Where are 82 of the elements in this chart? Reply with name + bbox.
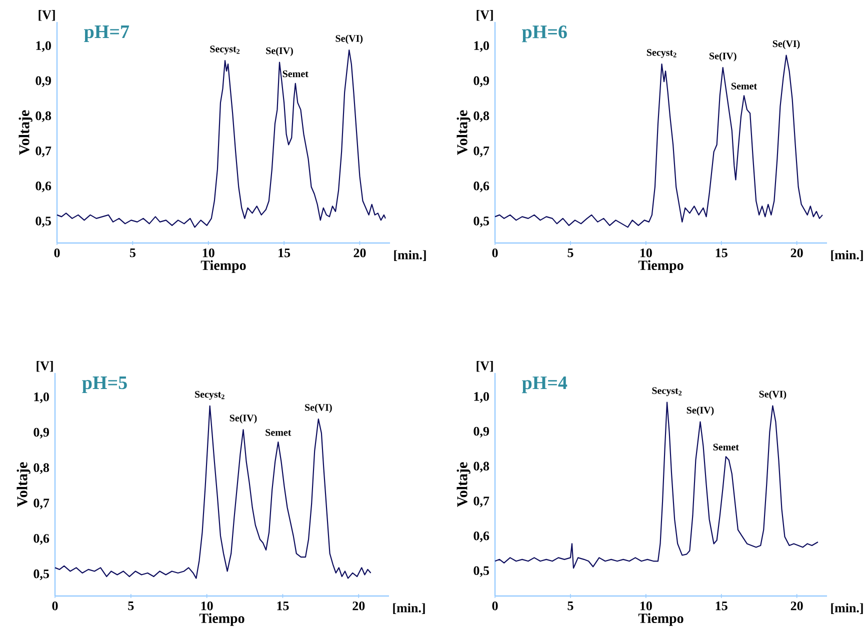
y-axis-title: Voltaje xyxy=(18,110,32,155)
x-tick-label: 0 xyxy=(492,602,498,610)
annotation: Se(VI) xyxy=(759,390,786,400)
x-tick-label: 15 xyxy=(716,602,728,610)
annotation: Se(IV) xyxy=(710,52,736,62)
x-tick-label: 0 xyxy=(52,602,58,610)
annotation: Semet xyxy=(266,429,292,436)
x-axis-title: Tiempo xyxy=(199,613,244,626)
x-axis-title: Tiempo xyxy=(638,260,684,273)
x-axis-title: Tiempo xyxy=(200,260,246,273)
y-tick-label: 0,8 xyxy=(34,463,50,474)
text: [min.] xyxy=(393,603,425,614)
y-tick-label: 0,6 xyxy=(36,182,52,192)
x-tick-label: 10 xyxy=(202,248,214,258)
annotation: Semet xyxy=(731,82,758,90)
y-tick-label: 0,6 xyxy=(34,534,50,545)
annotation: Se(VI) xyxy=(336,34,363,44)
x-tick-label: 15 xyxy=(278,248,290,258)
y-tick-label: 1,0 xyxy=(474,392,489,403)
text: [min.] xyxy=(394,250,426,261)
annotation: Secyst$_{2}$ xyxy=(195,390,224,400)
x-tick-label: 15 xyxy=(277,602,289,610)
x-tick-label: 20 xyxy=(790,602,803,610)
annotation: Se(IV) xyxy=(266,47,293,56)
annotation: Se(IV) xyxy=(230,414,257,424)
annotation: Secyst$_{2}$ xyxy=(652,387,682,396)
x-tick-label: 0 xyxy=(54,248,60,258)
y-tick-label: 0,8 xyxy=(474,111,490,122)
x-tick-label: 5 xyxy=(568,248,574,258)
annotation: Se(IV) xyxy=(686,406,714,416)
y-tick-label: 1,0 xyxy=(34,392,49,404)
y-tick-label: 0,9 xyxy=(474,76,490,87)
y-tick-label: 0,7 xyxy=(474,496,490,508)
chart-title: pH=5 xyxy=(82,376,127,394)
y-axis-title: Voltaje xyxy=(456,110,470,155)
text: [V] xyxy=(476,361,493,372)
text: [min.] xyxy=(831,250,863,261)
x-tick-label: 5 xyxy=(128,602,134,610)
x-tick-label: 20 xyxy=(354,248,366,258)
annotation: Secyst$_{2}$ xyxy=(646,49,676,58)
text: [V] xyxy=(38,10,55,21)
y-tick-label: 0,6 xyxy=(474,182,490,192)
y-tick-label: 0,8 xyxy=(474,462,490,472)
annotation: Semet xyxy=(713,444,739,450)
x-tick-label: 5 xyxy=(130,248,136,258)
x-axis-title: Tiempo xyxy=(638,613,684,626)
line-series xyxy=(494,402,818,569)
chart-title: pH=4 xyxy=(522,376,568,394)
x-tick-label: 10 xyxy=(201,602,213,610)
y-tick-label: 0,9 xyxy=(34,428,50,438)
annotation: Se(VI) xyxy=(772,40,800,50)
x-tick-label: 15 xyxy=(716,248,728,258)
y-tick-label: 0,5 xyxy=(34,569,49,580)
x-tick-label: 0 xyxy=(492,248,498,258)
chart-title: pH=7 xyxy=(84,26,130,42)
x-tick-label: 10 xyxy=(640,602,652,610)
annotation: Semet xyxy=(282,70,308,78)
line-series xyxy=(54,405,372,579)
y-tick-label: 0,5 xyxy=(36,216,51,228)
y-axis-title: Voltaje xyxy=(456,462,470,507)
chart-title: pH=6 xyxy=(522,26,567,42)
text: [V] xyxy=(476,10,493,21)
y-tick-label: 1,0 xyxy=(474,41,489,52)
y-tick-label: 0,5 xyxy=(474,216,489,228)
y-tick-label: 0,7 xyxy=(474,146,490,158)
text: [min.] xyxy=(831,603,863,614)
text: [V] xyxy=(36,361,53,372)
y-tick-label: 0,9 xyxy=(36,76,52,87)
y-tick-label: 1,0 xyxy=(36,41,51,52)
y-tick-label: 0,7 xyxy=(34,498,50,510)
annotation: Se(VI) xyxy=(305,404,332,413)
y-tick-label: 0,6 xyxy=(474,531,490,542)
x-tick-label: 10 xyxy=(640,248,652,258)
x-tick-label: 20 xyxy=(352,602,365,610)
y-tick-label: 0,8 xyxy=(36,111,52,122)
y-axis-title: Voltaje xyxy=(16,462,30,507)
x-tick-label: 5 xyxy=(568,602,574,610)
y-tick-label: 0,9 xyxy=(474,426,490,438)
y-tick-label: 0,5 xyxy=(474,566,489,577)
annotation: Secyst$_{2}$ xyxy=(210,46,240,54)
y-tick-label: 0,7 xyxy=(36,146,52,158)
x-tick-label: 20 xyxy=(790,248,803,258)
